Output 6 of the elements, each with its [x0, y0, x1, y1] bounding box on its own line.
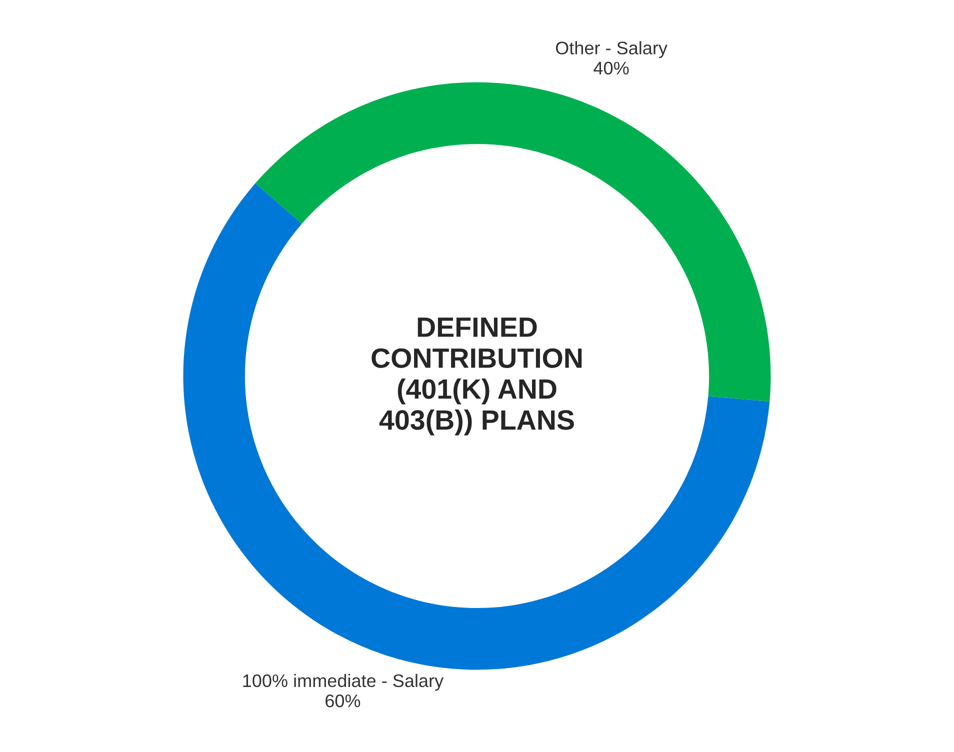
donut-slice: [183, 183, 770, 670]
data-label: 60%: [326, 694, 360, 708]
slice-label: Other - Salary: [556, 41, 668, 58]
data-label: 40%: [594, 62, 629, 75]
slice-label: 100% immediate - Salary: [243, 674, 444, 691]
text: DEFINED CONTRIBUTION (401(K) AND 403(B)) PLANS: [372, 318, 582, 436]
